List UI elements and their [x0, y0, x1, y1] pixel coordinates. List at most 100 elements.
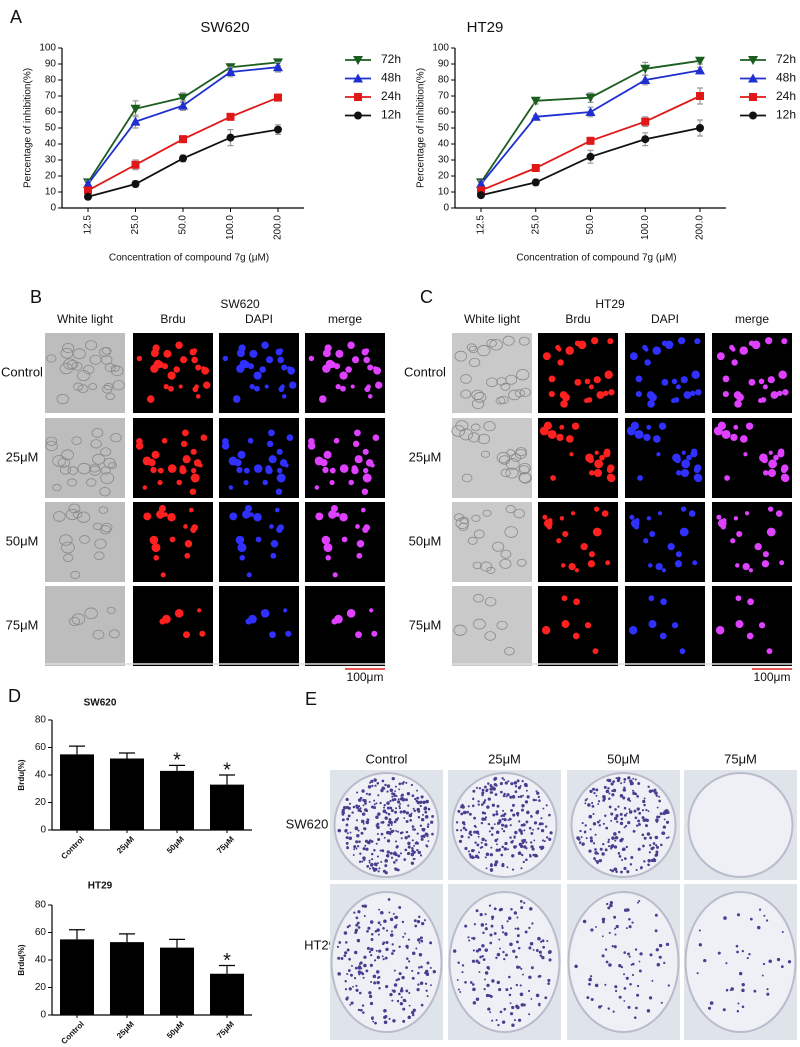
colony	[393, 925, 397, 929]
colony	[398, 807, 401, 810]
cell	[167, 371, 176, 380]
cell	[289, 381, 297, 389]
colony	[646, 832, 651, 836]
cell	[548, 390, 555, 398]
colony	[596, 862, 599, 865]
cell	[644, 347, 649, 352]
colony	[481, 791, 485, 795]
colony	[370, 779, 374, 783]
cell-outline	[514, 448, 527, 459]
colony	[496, 838, 499, 840]
colony	[398, 972, 402, 976]
colony	[594, 983, 599, 988]
colony	[387, 823, 390, 827]
cell-outline	[106, 606, 116, 614]
row-label: 50μM	[409, 533, 442, 548]
colony	[591, 804, 595, 808]
marker	[585, 93, 596, 103]
colony	[608, 797, 611, 800]
colony	[479, 913, 483, 917]
colony	[370, 805, 374, 809]
colony	[389, 819, 391, 822]
cell	[683, 391, 692, 399]
colony	[601, 954, 605, 958]
colony	[498, 847, 501, 850]
cell	[248, 614, 257, 624]
cell	[688, 510, 696, 517]
colony	[637, 781, 641, 785]
cell	[694, 464, 702, 472]
colony	[643, 860, 646, 863]
colony	[432, 969, 436, 974]
colony	[596, 820, 600, 824]
micrograph	[538, 586, 618, 666]
bar	[210, 973, 244, 1015]
colony	[367, 785, 372, 789]
cell	[173, 366, 180, 373]
cell-outline	[499, 558, 512, 569]
colony	[376, 862, 379, 865]
cell	[681, 459, 691, 469]
colony	[618, 963, 622, 968]
cell-outline	[102, 385, 113, 394]
colony	[538, 799, 541, 802]
cell-outline	[498, 395, 509, 405]
colony	[416, 796, 420, 800]
colony	[423, 919, 426, 922]
colony	[459, 991, 462, 993]
colony	[725, 988, 729, 992]
cell	[339, 464, 349, 473]
colony	[605, 960, 609, 964]
colony	[617, 852, 621, 855]
colony	[509, 987, 513, 990]
colony	[375, 815, 379, 819]
colony	[660, 1001, 663, 1004]
colony	[527, 989, 531, 992]
colony	[368, 950, 372, 954]
colony	[418, 966, 421, 969]
cell	[222, 437, 229, 445]
colony	[630, 856, 634, 860]
marker	[84, 186, 92, 195]
cell	[717, 519, 727, 528]
colony	[588, 814, 593, 819]
colony	[519, 900, 523, 903]
colony	[400, 794, 403, 797]
colony	[602, 842, 605, 846]
cell	[557, 359, 564, 366]
marker	[225, 67, 236, 76]
y-tick-label: 100	[432, 43, 449, 54]
colony	[385, 947, 389, 952]
colony	[736, 950, 739, 954]
colony	[509, 1002, 512, 1005]
colony	[526, 795, 530, 799]
colony	[489, 1011, 492, 1014]
cell	[742, 562, 750, 571]
colony	[397, 854, 401, 858]
colony	[508, 993, 512, 997]
colony	[473, 923, 477, 926]
cell-outline	[480, 450, 490, 458]
colony	[646, 1009, 651, 1013]
colony	[407, 841, 411, 846]
colony	[521, 779, 524, 783]
column-header: Control	[366, 751, 408, 766]
colony	[641, 833, 645, 837]
cell	[758, 622, 766, 629]
colony	[501, 924, 504, 927]
colony	[522, 860, 526, 864]
colony	[419, 804, 422, 808]
colony	[380, 788, 384, 793]
colony	[410, 861, 415, 865]
colony	[366, 818, 370, 822]
colony	[372, 1020, 375, 1023]
colony	[402, 1019, 406, 1023]
cell	[169, 536, 176, 543]
colony	[370, 937, 374, 941]
cell	[766, 527, 776, 537]
cell-outline	[518, 336, 530, 346]
cell-outline	[88, 383, 98, 391]
colony	[387, 898, 391, 901]
colony	[614, 836, 619, 840]
error-bar	[219, 774, 235, 785]
